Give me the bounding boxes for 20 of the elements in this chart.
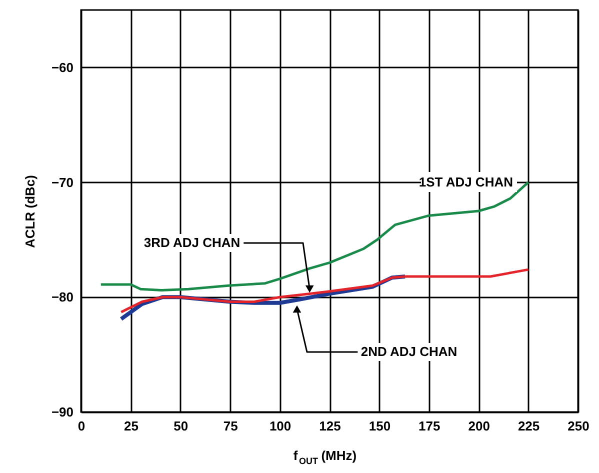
x-tick-label: 125 bbox=[319, 418, 341, 434]
y-tick-label: −80 bbox=[51, 290, 74, 305]
x-tick-label: 250 bbox=[568, 418, 590, 434]
x-tick-label: 75 bbox=[223, 418, 238, 434]
y-tick-label: −60 bbox=[51, 60, 74, 75]
annotation: 2ND ADJ CHAN bbox=[360, 344, 458, 360]
annotation: 1ST ADJ CHAN bbox=[418, 174, 513, 190]
y-tick-label: −90 bbox=[51, 404, 74, 420]
y-tick-label: −70 bbox=[51, 174, 74, 190]
x-tick-label: 200 bbox=[468, 418, 490, 434]
x-tick-label: 225 bbox=[518, 418, 540, 434]
line-series bbox=[120, 268, 530, 314]
annotation: 3RD ADJ CHAN bbox=[144, 234, 240, 250]
x-tick-label: 50 bbox=[174, 418, 188, 434]
y-axis-title: ACLR (dBc) bbox=[22, 175, 38, 248]
x-tick-label: 150 bbox=[368, 418, 391, 434]
x-tick-label: 175 bbox=[418, 418, 440, 434]
x-tick-label: 100 bbox=[269, 418, 292, 434]
x-tick-label: 0 bbox=[78, 418, 86, 434]
x-tick-label: 25 bbox=[124, 418, 138, 434]
